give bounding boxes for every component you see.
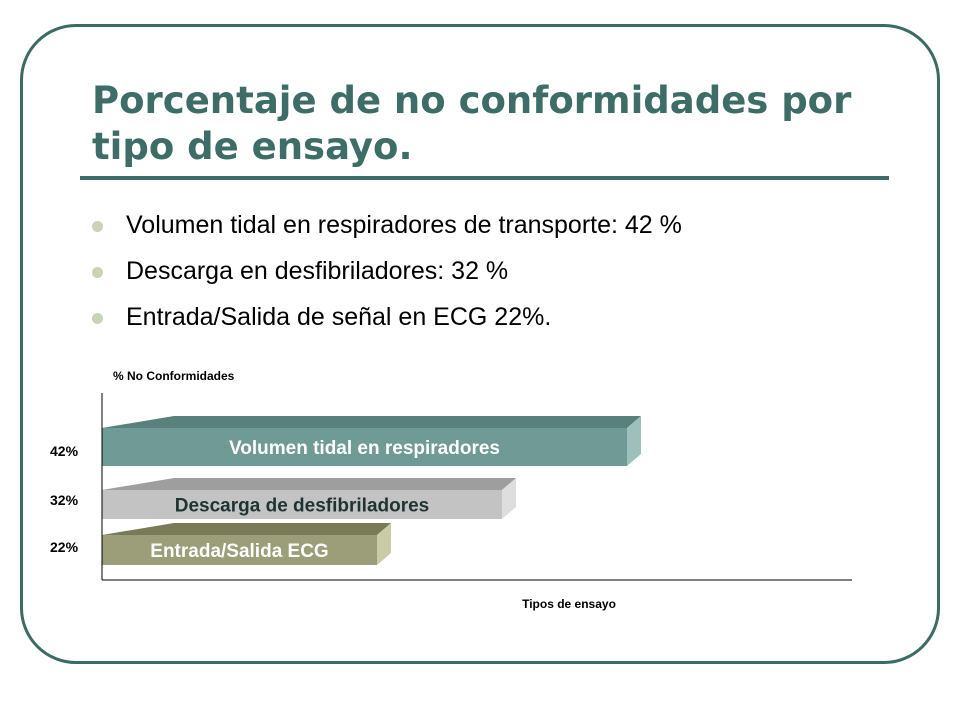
y-axis-title: % No Conformidades <box>113 369 235 383</box>
bar <box>102 490 502 519</box>
tick-label: 32% <box>50 492 79 508</box>
tick-label: 22% <box>50 539 79 555</box>
bar-label: Entrada/Salida ECG <box>150 541 328 562</box>
bar-top-face <box>102 416 641 428</box>
slide-frame <box>20 24 940 664</box>
bullet-text: Entrada/Salida de señal en ECG 22%. <box>126 303 552 331</box>
bar-label: Descarga de desfibriladores <box>175 496 430 517</box>
bar <box>102 428 627 466</box>
bullet-dot <box>92 313 103 324</box>
bullet-text: Volumen tidal en respiradores de transpo… <box>126 211 682 239</box>
tick-label: 42% <box>50 443 79 459</box>
bullet-item: Volumen tidal en respiradores de transpo… <box>88 202 682 248</box>
title-line-1: Porcentaje de no conformidades por <box>92 79 852 122</box>
bullet-dot <box>92 267 103 278</box>
bullet-text: Descarga en desfibriladores: 32 % <box>126 257 509 285</box>
title-underline <box>80 176 889 180</box>
bar-label: Volumen tidal en respiradores <box>229 438 500 459</box>
bar <box>102 535 377 565</box>
bar-top-face <box>102 478 516 490</box>
bullet-dot <box>92 221 103 232</box>
slide-title: Porcentaje de no conformidades por tipo … <box>92 78 892 170</box>
bars-group: Volumen tidal en respiradores 42% Descarga… <box>50 416 641 565</box>
bar-side-face <box>502 478 516 519</box>
bar-top-face <box>102 523 391 535</box>
bar-side-face <box>377 523 391 565</box>
bullet-item: Entrada/Salida de señal en ECG 22%. <box>88 294 682 340</box>
x-axis-title: Tipos de ensayo <box>522 597 616 611</box>
bar-side-face <box>627 416 641 466</box>
bullet-list: Volumen tidal en respiradores de transpo… <box>88 202 682 340</box>
bullet-item: Descarga en desfibriladores: 32 % <box>88 248 682 294</box>
title-line-2: tipo de ensayo. <box>92 125 413 168</box>
